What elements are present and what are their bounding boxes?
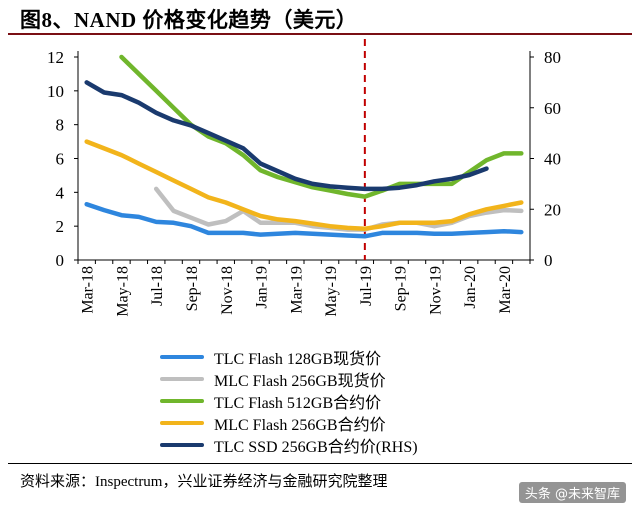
y-left-tick-label: 10 <box>47 82 64 101</box>
legend-label: MLC Flash 256GB现货价 <box>214 373 386 390</box>
y-left-tick-label: 2 <box>56 217 65 236</box>
legend-item: TLC SSD 256GB合约价(RHS) <box>160 434 418 456</box>
source-note: 资料来源：Inspectrum，兴业证券经济与金融研究院整理 <box>20 474 388 490</box>
legend-label: TLC SSD 256GB合约价(RHS) <box>214 439 418 456</box>
y-left-tick-label: 6 <box>56 150 65 169</box>
x-tick-label: Nov-19 <box>427 266 444 315</box>
legend-swatch <box>160 443 204 447</box>
series-line-4 <box>84 139 524 231</box>
series-line-2 <box>153 186 524 232</box>
x-tick-label: Nov-18 <box>219 266 236 315</box>
series-line-5 <box>84 80 489 192</box>
chart-title: 图8、NAND 价格变化趋势（美元） <box>20 8 358 32</box>
x-tick-label: Mar-20 <box>497 266 514 314</box>
chart-legend: TLC Flash 128GB现货价 MLC Flash 256GB现货价 TLC … <box>160 346 418 456</box>
y-left-tick-label: 4 <box>56 183 65 202</box>
x-tick-label: Mar-19 <box>288 266 305 314</box>
legend-swatch <box>160 377 204 381</box>
x-tick-label: May-19 <box>323 266 340 317</box>
y-left-tick-label: 8 <box>56 116 65 135</box>
legend-item: TLC Flash 512GB合约价 <box>160 390 418 412</box>
legend-item: MLC Flash 256GB现货价 <box>160 368 418 390</box>
chart-canvas: 0 2 4 6 8 10 12 0 20 40 60 80 Mar-18 May-18 Jul-18 Sep-… <box>47 39 561 317</box>
y-right-tick-label: 0 <box>544 251 553 270</box>
legend-swatch <box>160 399 204 403</box>
y-right-tick-label: 80 <box>544 48 561 67</box>
legend-swatch <box>160 421 204 425</box>
x-tick-label: Jan-19 <box>254 266 271 309</box>
title-divider <box>8 33 632 35</box>
legend-label: TLC Flash 128GB现货价 <box>214 351 382 368</box>
legend-swatch <box>160 355 204 359</box>
legend-item: MLC Flash 256GB合约价 <box>160 412 418 434</box>
x-tick-label: Jul-18 <box>149 266 166 306</box>
legend-item: TLC Flash 128GB现货价 <box>160 346 418 368</box>
series-line-3 <box>119 54 524 199</box>
source-divider <box>8 463 632 464</box>
legend-label: TLC Flash 512GB合约价 <box>214 395 382 412</box>
y-right-tick-label: 40 <box>544 150 561 169</box>
y-right-tick-label: 20 <box>544 200 561 219</box>
x-tick-label: Sep-18 <box>184 266 201 311</box>
series-line-1 <box>84 201 524 239</box>
y-right-tick-label: 60 <box>544 99 561 118</box>
x-tick-label: Sep-19 <box>393 266 410 311</box>
watermark: 头条 @未来智库 <box>518 482 626 503</box>
x-tick-label: May-18 <box>114 266 131 317</box>
x-tick-label: Mar-18 <box>80 266 97 314</box>
legend-label: MLC Flash 256GB合约价 <box>214 417 386 434</box>
y-left-tick-label: 0 <box>56 251 65 270</box>
y-left-tick-label: 12 <box>47 48 64 67</box>
x-tick-label: Jan-20 <box>462 266 479 309</box>
x-tick-label: Jul-19 <box>358 266 375 306</box>
